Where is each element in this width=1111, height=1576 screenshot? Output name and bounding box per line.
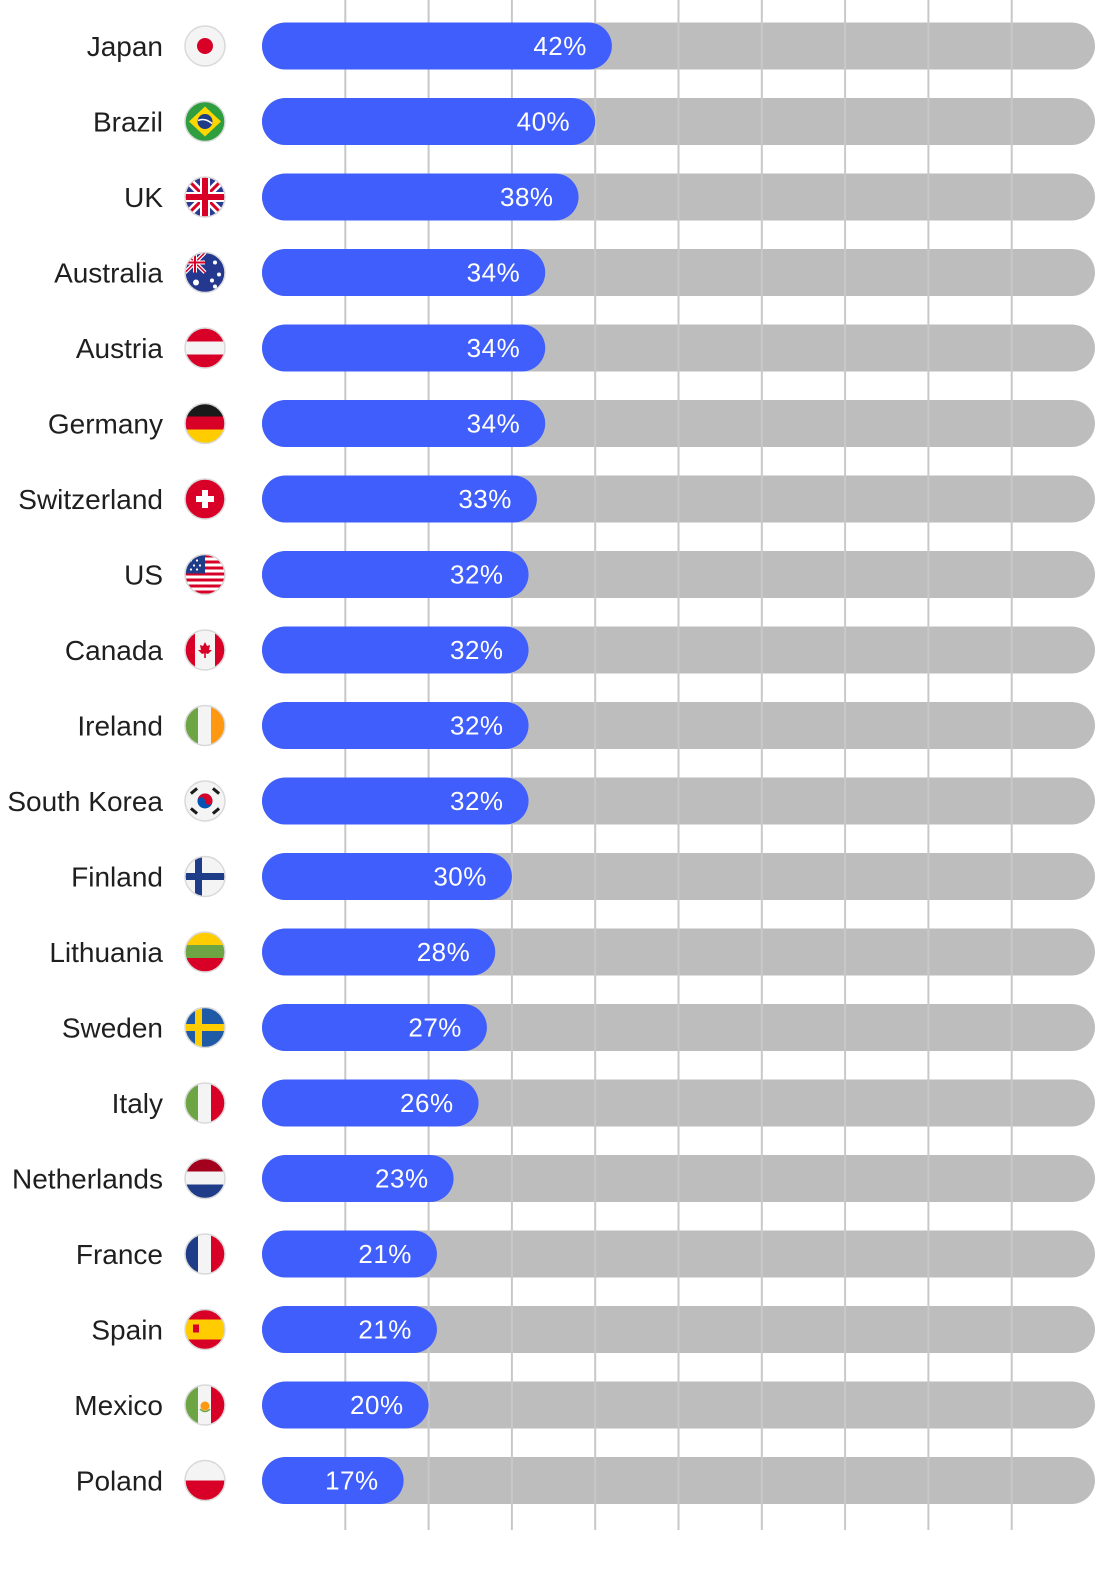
value-label: 32% [450,560,504,590]
flag-us-icon [184,553,226,596]
category-label: Brazil [93,107,163,138]
bar-spain [262,1306,437,1353]
value-label: 17% [325,1466,379,1496]
flag-kr-icon [184,780,226,822]
gridlines [344,0,1013,1530]
category-label: Sweden [62,1013,163,1044]
value-label: 40% [517,107,571,137]
flag-fi-icon [184,855,226,898]
bar-mexico [262,1381,429,1429]
category-label: Ireland [77,711,163,742]
category-label: Germany [48,409,163,440]
category-label: UK [124,182,163,213]
value-label: 30% [433,862,487,892]
flag-au-icon [184,251,226,294]
value-label: 34% [467,409,521,439]
category-label: France [76,1239,163,1270]
value-label: 38% [500,182,554,212]
bar-finland [262,853,512,900]
bar-japan [262,22,612,70]
value-label: 32% [450,711,504,741]
flag-it-icon [184,1082,226,1124]
flag-fr-icon [184,1233,226,1275]
value-label: 42% [533,31,587,61]
bar-germany [262,400,546,447]
value-label: 32% [450,786,504,816]
flag-pl-icon [184,1459,226,1502]
category-label: Netherlands [12,1164,163,1195]
flag-ca-icon [184,629,226,671]
bar-poland [262,1457,404,1504]
bars [262,22,612,1504]
bar-canada [262,626,529,674]
value-label: 21% [358,1239,412,1269]
flag-jp-icon [184,25,226,67]
bar-uk [262,173,579,221]
bar-ireland [262,702,529,749]
bar-lithuania [262,928,496,976]
value-label: 34% [467,258,521,288]
flag-es-icon [184,1308,226,1351]
bar-us [262,551,529,598]
category-label: Spain [91,1315,163,1346]
value-labels: 42% 40% 38% 34% 34% 34% 33% 32% 32% 32% 32% 30% 28% 2… [325,31,587,1496]
category-labels: Japan Brazil UK Australia Austria Germany Swit… [7,31,163,1497]
bar-switzerland [262,475,537,523]
value-label: 26% [400,1088,454,1118]
bar-france [262,1230,437,1278]
bar-australia [262,249,546,296]
flag-lt-icon [184,931,226,973]
value-label: 34% [467,333,521,363]
flag-uk-icon [184,176,226,218]
category-label: Mexico [74,1390,163,1421]
category-label: Canada [65,635,164,666]
category-label: Finland [71,862,163,893]
value-label: 28% [417,937,471,967]
flag-at-icon [184,327,226,369]
category-label: Japan [87,31,163,62]
value-label: 32% [450,635,504,665]
category-label: Italy [112,1088,163,1119]
bar-austria [262,324,546,372]
category-label: South Korea [7,786,163,817]
category-label: Lithuania [49,937,163,968]
flag-nl-icon [184,1157,226,1200]
flag-ch-icon [184,478,226,520]
flag-ie-icon [184,704,226,747]
flag-mx-icon [184,1384,226,1426]
bar-italy [262,1079,479,1127]
category-label: US [124,560,163,591]
bar-brazil [262,98,596,145]
flag-se-icon [184,1006,226,1049]
value-label: 20% [350,1390,404,1420]
category-label: Australia [54,258,163,289]
category-label: Poland [76,1466,163,1497]
category-label: Austria [76,333,164,364]
bar-netherlands [262,1155,454,1202]
bar-sweden [262,1004,487,1051]
bar-south-korea [262,777,529,825]
value-label: 23% [375,1164,429,1194]
flag-icons [184,25,226,1502]
category-label: Switzerland [18,484,163,515]
flag-de-icon [184,402,226,445]
value-label: 33% [458,484,512,514]
value-label: 21% [358,1315,412,1345]
flag-br-icon [184,100,226,143]
value-label: 27% [408,1013,462,1043]
